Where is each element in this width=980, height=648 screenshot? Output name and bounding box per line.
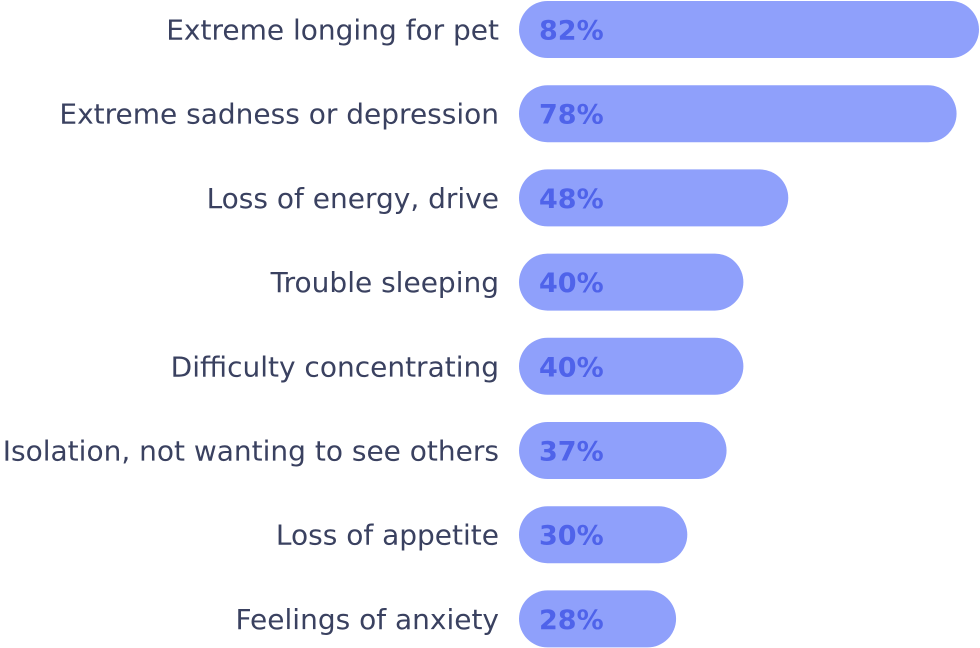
category-label: Trouble sleeping	[270, 266, 499, 299]
category-label: Extreme longing for pet	[166, 14, 499, 47]
bar	[519, 253, 744, 311]
value-label: 48%	[539, 184, 604, 215]
bar-row: Difficulty concentrating 40%	[171, 337, 744, 395]
value-label: 28%	[539, 605, 604, 636]
category-label: Loss of appetite	[276, 519, 499, 552]
bar-row: Feelings of anxiety 28%	[235, 590, 677, 648]
category-label: Loss of energy, drive	[207, 182, 499, 215]
value-label: 82%	[539, 16, 604, 47]
bar-row: Extreme longing for pet 82%	[166, 1, 979, 58]
category-label: Isolation, not wanting to see others	[3, 435, 499, 468]
bar-row: Loss of energy, drive 48%	[207, 169, 789, 227]
category-label: Extreme sadness or depression	[59, 98, 499, 131]
bar	[519, 1, 979, 58]
bar	[519, 590, 677, 648]
bar	[519, 506, 688, 564]
value-label: 37%	[539, 437, 604, 468]
bar	[519, 85, 957, 143]
value-label: 40%	[539, 352, 604, 383]
bar	[519, 422, 727, 479]
bar-row: Isolation, not wanting to see others 37%	[3, 422, 727, 479]
value-label: 78%	[539, 100, 604, 131]
category-label: Difficulty concentrating	[171, 350, 499, 383]
bar-row: Trouble sleeping 40%	[270, 253, 744, 311]
bar	[519, 169, 789, 227]
value-label: 30%	[539, 521, 604, 552]
category-label: Feelings of anxiety	[235, 603, 499, 636]
bar-row: Loss of appetite 30%	[276, 506, 688, 564]
bar	[519, 337, 744, 395]
bar-row: Extreme sadness or depression 78%	[59, 85, 957, 143]
value-label: 40%	[539, 268, 604, 299]
